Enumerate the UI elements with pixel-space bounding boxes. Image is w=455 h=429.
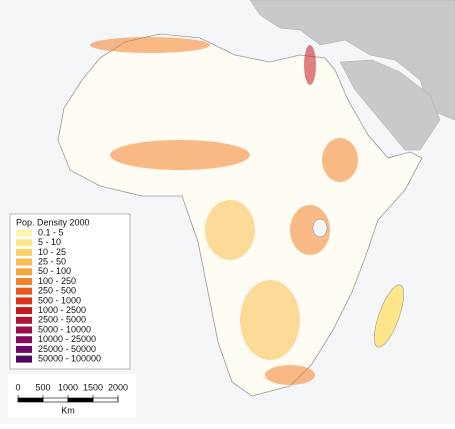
legend-swatch	[16, 316, 32, 324]
legend-label: 1000 - 2500	[38, 305, 86, 315]
scale-segment	[67, 397, 94, 403]
scale-label: 0	[15, 382, 20, 392]
legend-swatch	[16, 278, 32, 285]
scale-label: 1500	[83, 382, 103, 392]
scale-segment	[42, 397, 69, 403]
legend-label: 5000 - 10000	[38, 324, 91, 334]
legend-swatch	[16, 345, 32, 353]
legend-label: 25000 - 50000	[38, 344, 96, 354]
legend-title: Pop. Density 2000	[16, 217, 90, 227]
legend-label: 500 - 1000	[38, 295, 81, 305]
legend-label: 25 - 50	[38, 256, 66, 266]
legend-label: 100 - 250	[38, 276, 76, 286]
legend-label: 250 - 500	[38, 286, 76, 296]
legend-swatch	[16, 307, 32, 315]
density-patches	[90, 37, 358, 385]
scale-box	[8, 374, 136, 418]
legend-swatch	[16, 287, 32, 295]
scale-bar: 0 500 1000 1500 2000	[15, 382, 128, 403]
legend-label: 50000 - 100000	[38, 353, 101, 363]
scale-segment	[17, 397, 44, 403]
legend-swatch	[16, 326, 32, 334]
arabia	[339, 59, 441, 151]
legend-swatch	[16, 297, 32, 305]
legend-swatch	[16, 248, 32, 256]
legend-label: 10000 - 25000	[38, 334, 96, 344]
legend-label: 0.1 - 5	[38, 227, 64, 237]
scale-label: 1000	[58, 382, 78, 392]
legend-label: 5 - 10	[38, 237, 61, 247]
scale-segment	[92, 397, 119, 403]
legend-swatch	[16, 336, 32, 344]
scale-label: 500	[35, 382, 50, 392]
scale-label: 2000	[108, 382, 128, 392]
legend-label: 2500 - 5000	[38, 315, 86, 325]
lake	[312, 218, 328, 238]
legend-label: 10 - 25	[38, 247, 66, 257]
madagascar	[374, 284, 404, 348]
legend-swatch	[16, 239, 32, 247]
eurasia	[249, 0, 455, 121]
legend-swatch	[16, 258, 32, 266]
legend-label: 50 - 100	[38, 266, 71, 276]
legend-swatch	[16, 268, 32, 276]
legend-swatch	[16, 355, 32, 363]
legend-swatch	[16, 229, 32, 237]
scale-unit: Km	[61, 405, 75, 415]
